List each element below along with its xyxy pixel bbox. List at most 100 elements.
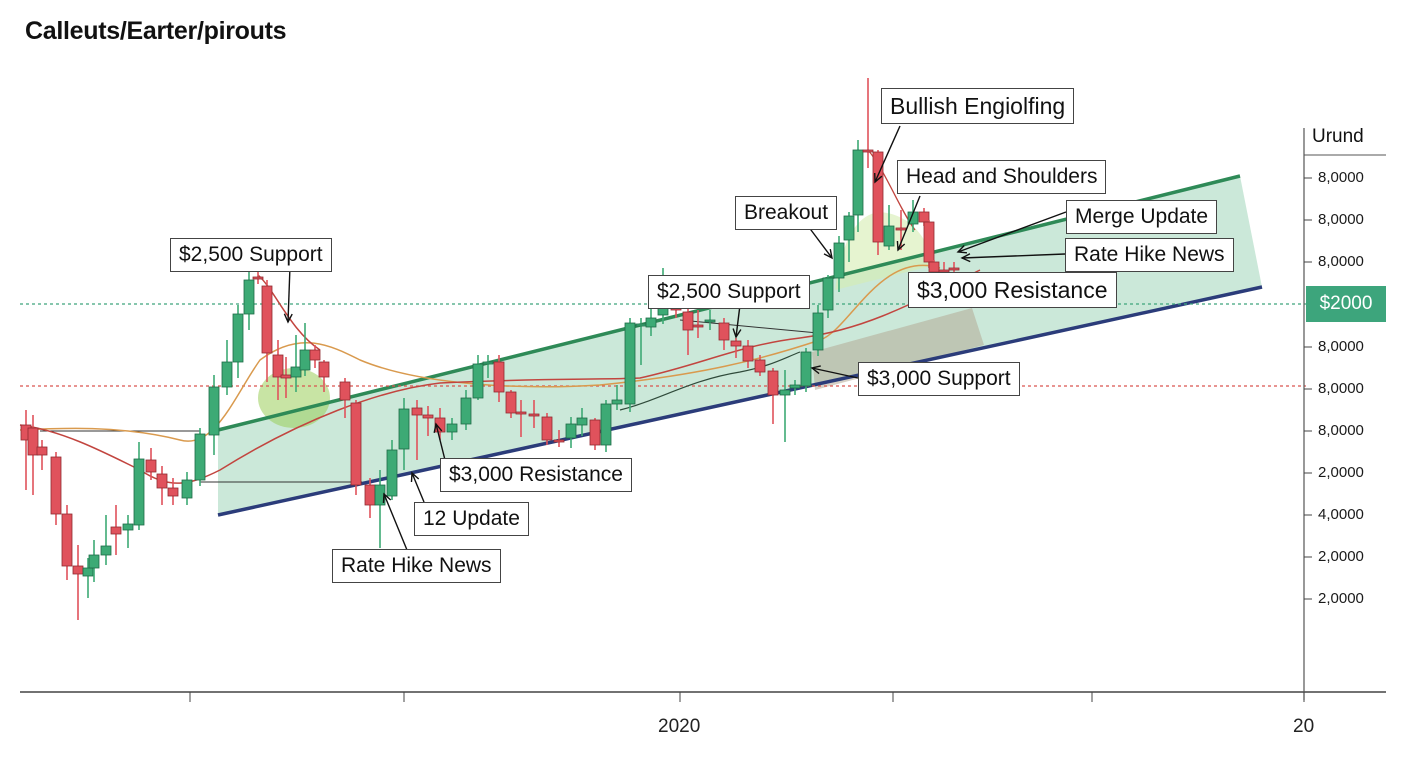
- bearish-candle: [422, 406, 434, 436]
- candle-body: [243, 279, 255, 315]
- arrow-head-icon: [732, 328, 742, 339]
- bullish-candle: [576, 408, 588, 436]
- bearish-candle: [272, 340, 284, 400]
- bearish-candle: [692, 310, 704, 338]
- ma-dark: [619, 351, 801, 411]
- bullish-candle: [482, 355, 494, 378]
- candle-body: [692, 324, 704, 328]
- bearish-candle: [36, 440, 48, 470]
- candle-body: [27, 427, 39, 456]
- candle-body: [482, 361, 494, 365]
- bullish-candle: [611, 385, 623, 410]
- candle-body: [645, 317, 657, 328]
- bearish-candle: [72, 545, 84, 620]
- candle-body: [682, 311, 694, 331]
- callout-support-3000: $3,000 Support: [858, 362, 1020, 396]
- bearish-candle: [156, 466, 168, 505]
- bearish-candle: [767, 368, 779, 424]
- y-tick-label: 4,0000: [1318, 506, 1364, 523]
- arrow-head-icon: [283, 313, 293, 324]
- bullish-candle: [299, 323, 311, 376]
- candle-body: [718, 322, 730, 341]
- candle-body: [883, 225, 895, 247]
- arrow-head-icon: [956, 245, 968, 254]
- bullish-candle: [883, 205, 895, 250]
- candle-body: [843, 215, 855, 241]
- callout-support-2500-left: $2,500 Support: [170, 238, 332, 272]
- candle-body: [611, 399, 623, 405]
- ma-peak: [257, 274, 321, 351]
- candle-body: [460, 397, 472, 425]
- callout-arrow: [874, 125, 901, 183]
- candle-body: [411, 407, 423, 416]
- bearish-candle: [742, 340, 754, 368]
- callout-bullish-engulfing: Bullish Engiolfing: [881, 88, 1075, 124]
- candle-body: [272, 354, 284, 378]
- candle-body: [472, 363, 484, 399]
- candle-body: [350, 402, 362, 486]
- callout-arrow: [411, 472, 425, 503]
- candle-body: [364, 484, 376, 506]
- bearish-candle: [145, 448, 157, 480]
- bearish-candle: [27, 415, 39, 495]
- bullish-candle: [221, 340, 233, 395]
- y-tick-label: 2,0000: [1318, 548, 1364, 565]
- candle-body: [565, 423, 577, 439]
- candle-body: [110, 526, 122, 535]
- bearish-candle: [515, 400, 527, 437]
- arrow-head-icon: [823, 249, 833, 260]
- candle-body: [386, 449, 398, 497]
- candle-body: [624, 322, 636, 405]
- candle-body: [822, 277, 834, 311]
- bearish-candle: [309, 345, 321, 368]
- bullish-candle: [812, 305, 824, 356]
- bearish-candle: [923, 220, 935, 268]
- candle-body: [872, 151, 884, 243]
- bearish-candle: [682, 305, 694, 355]
- bullish-candle: [446, 418, 458, 440]
- callout-12-update: 12 Update: [414, 502, 529, 536]
- callout-arrow: [435, 423, 446, 461]
- bearish-candle: [541, 413, 553, 445]
- arrow-head-icon: [874, 172, 883, 184]
- bearish-candle: [434, 408, 446, 440]
- bearish-candle: [261, 280, 273, 382]
- candle-body: [72, 565, 84, 575]
- candle-body: [730, 340, 742, 347]
- candle-body: [398, 408, 410, 450]
- bullish-candle: [232, 305, 244, 378]
- callout-breakout: Breakout: [735, 196, 838, 230]
- bearish-candle: [754, 355, 766, 376]
- candle-body: [194, 433, 206, 481]
- bullish-candle: [565, 417, 577, 448]
- level-line: [679, 319, 819, 334]
- candle-body: [754, 359, 766, 373]
- candle-body: [156, 473, 168, 489]
- bearish-candle: [730, 338, 742, 358]
- candle-body: [446, 423, 458, 433]
- bullish-candle: [779, 370, 791, 442]
- candle-body: [948, 267, 960, 271]
- bullish-candle: [460, 390, 472, 430]
- candle-body: [145, 459, 157, 473]
- bullish-candle: [833, 236, 845, 292]
- candle-body: [589, 419, 601, 446]
- candle-body: [553, 439, 565, 443]
- arrow-head-icon: [433, 422, 443, 433]
- arrow-head-icon: [810, 365, 821, 375]
- y-tick-label: 8,0000: [1318, 422, 1364, 439]
- bullish-candle: [852, 140, 864, 232]
- callout-rate-hike-news-top: Rate Hike News: [1065, 238, 1234, 272]
- bearish-candle: [350, 400, 362, 495]
- y-tick-label: 8,0000: [1318, 211, 1364, 228]
- candle-body: [704, 319, 716, 323]
- bullish-candle: [290, 335, 302, 392]
- candle-body: [167, 487, 179, 497]
- candle-body: [789, 384, 801, 389]
- bullish-candle: [600, 400, 612, 452]
- arrow-head-icon: [410, 471, 420, 483]
- bullish-candle: [624, 318, 636, 412]
- callout-arrow: [811, 367, 859, 379]
- bullish-candle: [822, 275, 834, 318]
- y-tick-label: 2,0000: [1318, 590, 1364, 607]
